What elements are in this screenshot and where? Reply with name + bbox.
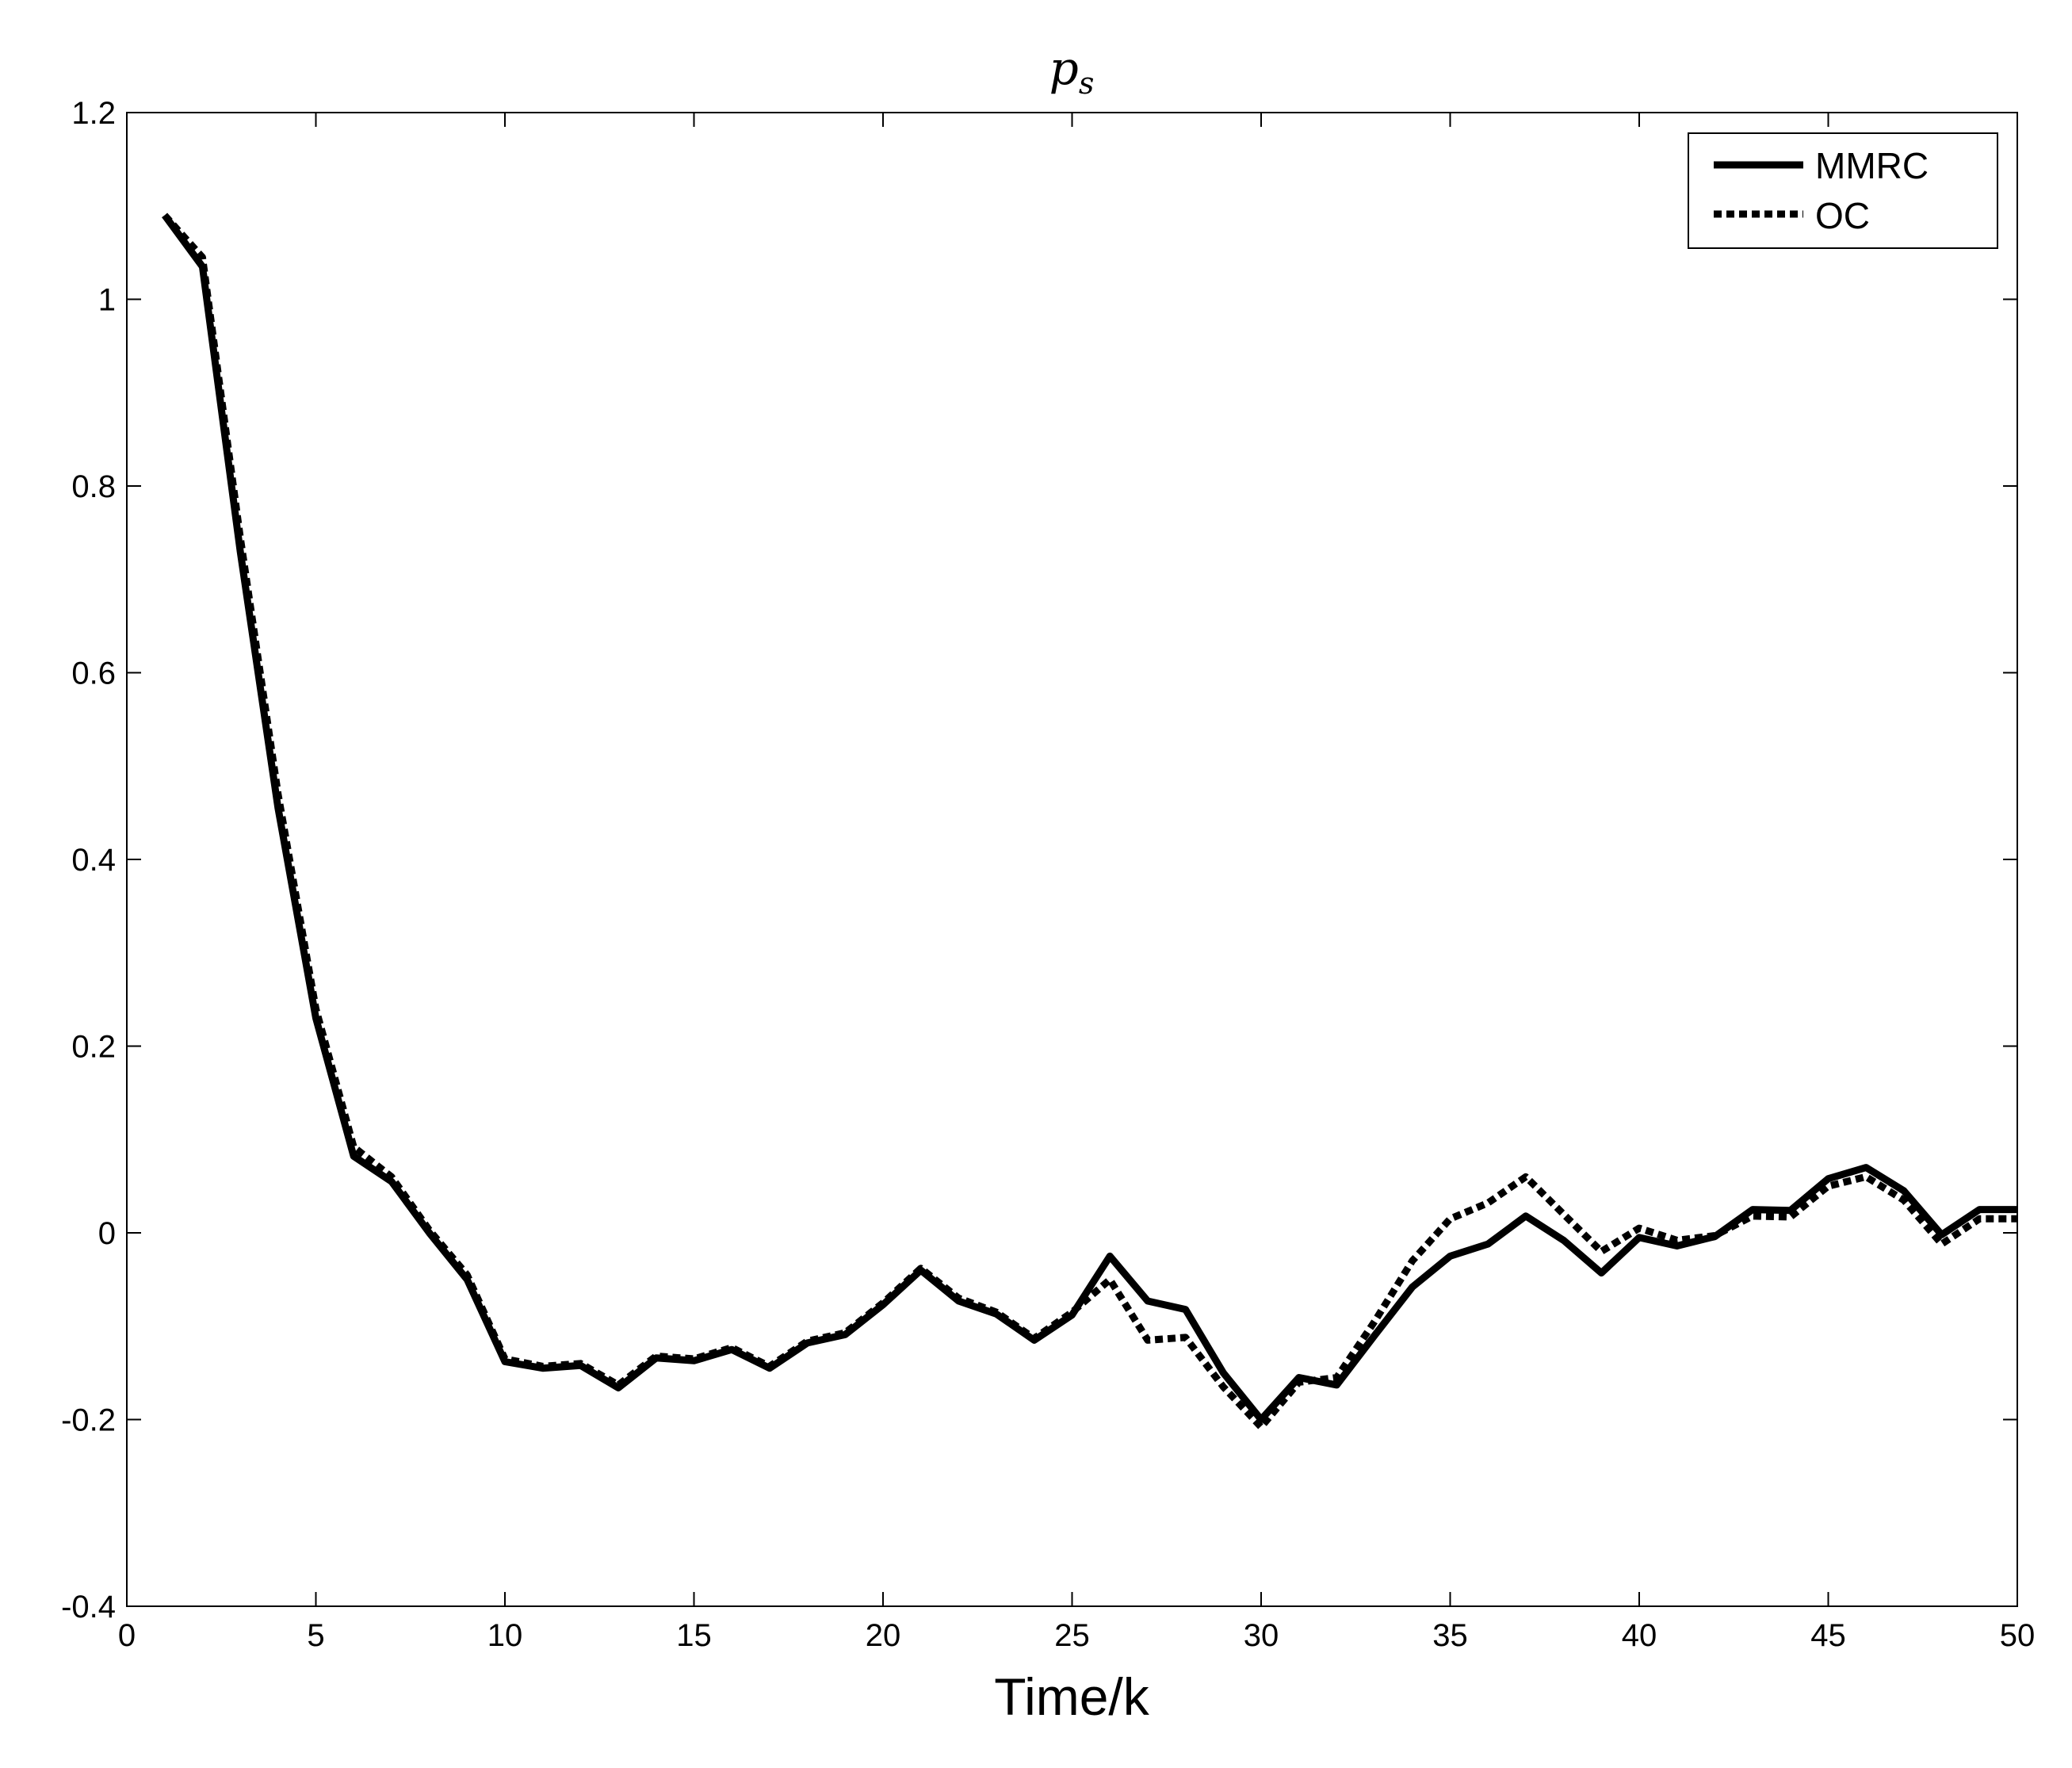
x-tick-label: 50 — [2000, 1618, 2036, 1653]
y-tick-label: 0.4 — [71, 843, 116, 878]
y-tick-label: 0.6 — [71, 656, 116, 691]
y-axis: -0.4 -0.2 0 0.2 0.4 0.6 0.8 1 1.2 — [61, 96, 2017, 1624]
x-tick-label: 5 — [307, 1618, 324, 1653]
x-tick-label: 40 — [1622, 1618, 1657, 1653]
x-tick-label: 45 — [1810, 1618, 1846, 1653]
y-tick-label: 0 — [98, 1216, 116, 1251]
x-tick-label: 30 — [1244, 1618, 1279, 1653]
chart-title: ps — [1049, 41, 1095, 101]
chart-title-main: p — [1049, 41, 1079, 95]
x-axis-label: Time/k — [994, 1667, 1150, 1726]
x-tick-label: 10 — [487, 1618, 523, 1653]
series-line-mmrc — [162, 212, 2017, 1423]
y-tick-label: -0.4 — [61, 1590, 116, 1624]
y-tick-label: -0.2 — [61, 1403, 116, 1438]
series-layer — [162, 212, 2017, 1431]
y-tick-label: 1 — [98, 283, 116, 318]
x-tick-label: 15 — [676, 1618, 712, 1653]
legend-box — [1688, 132, 1998, 249]
legend-label-oc: OC — [1815, 195, 1870, 236]
y-tick-label: 0.2 — [71, 1030, 116, 1065]
x-axis: 0 5 10 15 20 25 30 35 40 45 50 — [118, 113, 2035, 1653]
y-tick-label: 0.8 — [71, 469, 116, 504]
legend: MMRC OC — [1688, 132, 1998, 249]
x-tick-label: 0 — [118, 1618, 136, 1653]
legend-label-mmrc: MMRC — [1815, 145, 1929, 186]
chart-title-subscript: s — [1079, 66, 1095, 101]
x-tick-label: 35 — [1432, 1618, 1468, 1653]
x-tick-label: 20 — [866, 1618, 901, 1653]
y-tick-label: 1.2 — [71, 96, 116, 131]
x-tick-label: 25 — [1054, 1618, 1090, 1653]
